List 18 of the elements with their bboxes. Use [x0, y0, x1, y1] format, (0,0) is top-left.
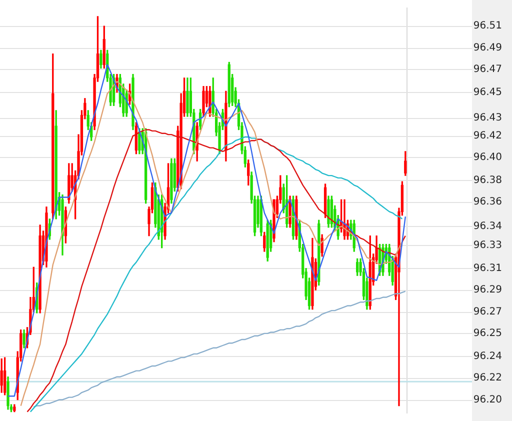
y-tick-label: 96.38: [473, 174, 502, 186]
y-tick-label: 96.20: [473, 394, 502, 406]
y-tick-label: 96.29: [473, 284, 502, 296]
y-tick-label: 96.25: [473, 328, 502, 340]
y-tick-label: 96.24: [473, 350, 502, 362]
y-tick-label: 96.49: [473, 42, 502, 54]
y-tick-label: 96.47: [473, 64, 502, 76]
y-tick-label: 96.43: [473, 112, 502, 124]
y-tick-label: 96.42: [473, 130, 502, 142]
y-tick-label: 96.45: [473, 86, 502, 98]
y-tick-label: 96.34: [473, 220, 502, 232]
y-tick-label: 96.36: [473, 196, 502, 208]
y-tick-label: 96.27: [473, 306, 502, 318]
y-tick-label: 96.33: [473, 240, 502, 252]
y-tick-label: 96.40: [473, 152, 502, 164]
y-tick-label: 96.22: [473, 372, 502, 384]
y-tick-label: 96.31: [473, 262, 502, 274]
y-tick-label: 96.51: [473, 20, 502, 32]
